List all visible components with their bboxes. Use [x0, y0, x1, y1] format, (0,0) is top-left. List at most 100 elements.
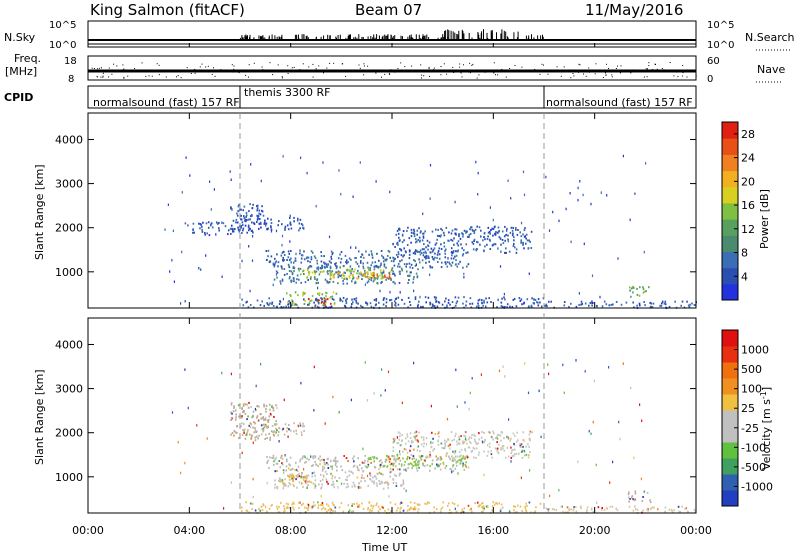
velocity-cell — [462, 455, 465, 458]
nave-dot — [165, 76, 167, 78]
power-cell — [425, 261, 427, 264]
power-cell — [230, 207, 232, 210]
nave-dot — [375, 72, 377, 74]
velocity-cell — [334, 476, 336, 479]
velocity-cell — [293, 508, 295, 511]
velocity-cell — [511, 449, 513, 452]
power-cell — [387, 249, 390, 252]
velocity-cell — [378, 480, 380, 483]
velocity-cell — [442, 501, 444, 504]
velocity-cell — [444, 439, 446, 442]
velocity-cell — [679, 510, 682, 513]
power-cell — [642, 291, 645, 294]
power-cell — [491, 227, 493, 230]
velocity-cell — [284, 423, 287, 426]
nave-dot — [123, 77, 125, 79]
velocity-cell — [467, 504, 470, 507]
power-cell — [516, 233, 519, 236]
power-cell — [395, 304, 397, 307]
power-noise-cell — [282, 155, 284, 158]
power-cell — [333, 303, 336, 306]
velocity-cell — [444, 467, 447, 470]
nave-dot — [151, 75, 153, 77]
velocity-cell — [367, 463, 370, 466]
nave-dot — [108, 76, 110, 78]
power-cell — [291, 299, 293, 302]
velocity-cell — [491, 436, 494, 439]
velocity-cell — [406, 458, 408, 461]
velocity-cell — [367, 460, 369, 463]
velocity-cell — [512, 448, 514, 451]
velocity-cell — [481, 502, 484, 505]
velocity-noise-cell — [252, 414, 254, 418]
nave-dot — [180, 77, 182, 79]
velocity-cell — [510, 456, 513, 459]
velocity-cell — [310, 505, 313, 508]
velocity-cell — [378, 468, 380, 471]
power-cell — [330, 302, 332, 305]
velocity-cell — [363, 462, 366, 465]
velocity-cell — [353, 455, 355, 458]
power-cell — [398, 228, 401, 231]
velocity-cell — [321, 502, 324, 505]
power-cell — [486, 238, 489, 240]
velocity-cell — [445, 440, 448, 443]
velocity-cell — [236, 425, 238, 428]
velocity-cell — [628, 500, 630, 503]
power-noise-cell — [558, 219, 560, 223]
power-colorbar-tick-label: 12 — [741, 223, 755, 236]
velocity-cell — [254, 429, 257, 432]
velocity-cell — [371, 507, 374, 510]
velocity-cell — [286, 460, 288, 463]
velocity-cell — [545, 507, 548, 510]
velocity-cell — [376, 484, 378, 487]
power-cell — [309, 261, 311, 263]
power-cell — [591, 304, 593, 307]
velocity-cell — [360, 486, 362, 489]
nave-dot — [463, 64, 464, 66]
power-cell — [407, 281, 409, 284]
velocity-cell — [299, 458, 302, 461]
velocity-cell — [348, 509, 351, 512]
power-cell — [243, 205, 246, 208]
nave-dot — [176, 76, 177, 78]
power-cell — [244, 218, 247, 221]
power-cell — [369, 267, 371, 270]
velocity-cell — [678, 510, 680, 513]
velocity-noise-cell — [549, 494, 551, 498]
velocity-cell — [302, 455, 304, 458]
velocity-cell — [264, 423, 267, 426]
power-cell — [286, 259, 288, 261]
velocity-noise-cell — [324, 422, 326, 425]
velocity-cell — [308, 458, 310, 461]
velocity-noise-cell — [393, 437, 395, 441]
power-cell — [525, 237, 527, 240]
power-noise-cell — [606, 194, 608, 197]
velocity-cell — [299, 460, 301, 463]
power-cell — [284, 229, 286, 231]
power-cell — [457, 244, 460, 247]
power-cell — [370, 250, 373, 253]
velocity-cell — [453, 438, 455, 441]
velocity-cell — [412, 465, 414, 467]
nave-dot — [122, 64, 124, 66]
velocity-cell — [425, 437, 428, 440]
velocity-cell — [579, 505, 582, 508]
power-cell — [489, 232, 491, 235]
power-cell — [379, 269, 382, 272]
power-cell — [256, 218, 259, 221]
power-noise-cell — [507, 179, 509, 182]
velocity-cell — [252, 410, 255, 413]
power-cell — [431, 250, 434, 253]
power-cell — [452, 257, 455, 260]
nave-dot — [102, 76, 104, 78]
velocity-cell — [400, 463, 403, 466]
velocity-noise-cell — [562, 363, 564, 367]
power-cell — [450, 251, 453, 254]
velocity-cell — [364, 465, 367, 468]
velocity-cell — [389, 467, 392, 470]
nave-dot — [497, 74, 499, 76]
power-cell — [397, 251, 400, 254]
power-cell — [477, 299, 480, 302]
